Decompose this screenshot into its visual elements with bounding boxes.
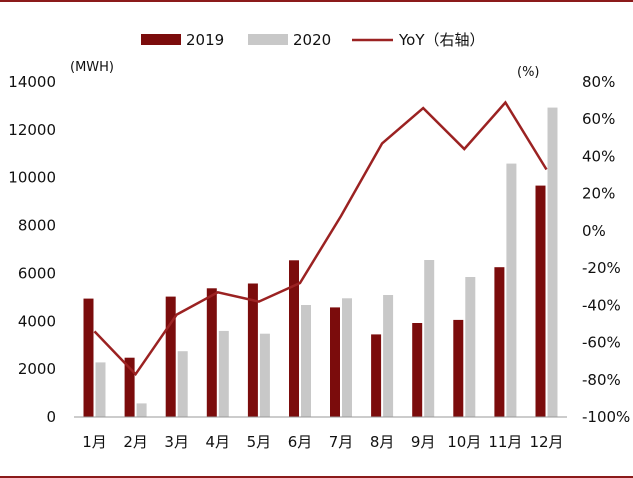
left-axis-unit: (MWH) xyxy=(70,60,114,75)
bar-2020-3月 xyxy=(177,351,188,417)
bar-2019-8月 xyxy=(371,334,382,417)
bar-2019-10月 xyxy=(453,319,464,417)
right-tick-label: -60% xyxy=(582,334,621,352)
left-tick-label: 0 xyxy=(46,408,56,426)
legend-swatch-2019 xyxy=(141,34,181,45)
legend-label-2020: 2020 xyxy=(293,31,331,49)
right-tick-label: -100% xyxy=(582,408,630,426)
left-tick-label: 14000 xyxy=(8,73,56,91)
bar-2020-8月 xyxy=(383,295,394,417)
bar-2019-7月 xyxy=(330,307,340,417)
bar-2020-11月 xyxy=(506,163,517,417)
legend-label-2019: 2019 xyxy=(186,31,224,49)
x-tick-label: 8月 xyxy=(370,433,395,451)
bar-2019-11月 xyxy=(494,267,505,417)
legend-label-yoy: YoY（右轴） xyxy=(398,31,485,49)
legend-swatch-2020 xyxy=(248,34,288,45)
bar-2019-2月 xyxy=(124,357,135,417)
x-tick-label: 12月 xyxy=(529,433,563,451)
x-tick-label: 10月 xyxy=(447,433,481,451)
right-tick-label: 80% xyxy=(582,73,615,91)
bar-2019-12月 xyxy=(535,185,546,417)
left-tick-label: 10000 xyxy=(8,169,56,187)
x-tick-label: 9月 xyxy=(411,433,436,451)
x-tick-label: 6月 xyxy=(288,433,313,451)
left-tick-label: 8000 xyxy=(18,217,56,235)
bar-2019-5月 xyxy=(247,283,258,417)
bar-2020-2月 xyxy=(136,403,147,417)
right-tick-label: 20% xyxy=(582,185,615,203)
x-tick-label: 5月 xyxy=(247,433,272,451)
bar-2020-6月 xyxy=(301,305,311,417)
yoy-series-line xyxy=(93,100,548,377)
bar-2020-4月 xyxy=(218,330,229,417)
bar-2019-9月 xyxy=(412,323,423,417)
bar-2020-12月 xyxy=(547,107,558,417)
bar-2019-4月 xyxy=(206,288,217,417)
bottom-border xyxy=(0,476,633,478)
bar-2019-1月 xyxy=(83,298,94,417)
bar-2020-9月 xyxy=(424,260,435,417)
x-tick-label: 4月 xyxy=(206,433,231,451)
bar-2020-5月 xyxy=(259,333,270,417)
right-tick-label: -20% xyxy=(582,259,621,277)
right-tick-label: -80% xyxy=(582,371,621,389)
right-tick-label: 40% xyxy=(582,147,615,165)
bar-2020-7月 xyxy=(342,298,352,417)
left-tick-label: 4000 xyxy=(18,312,56,330)
right-axis-ticks: -100% -80% -60% -40% -20% 0% 20% 40% 60% 80% xyxy=(582,73,630,426)
yoy-line xyxy=(93,100,548,377)
x-tick-label: 2月 xyxy=(123,433,148,451)
left-tick-label: 6000 xyxy=(18,264,56,282)
x-tick-label: 1月 xyxy=(82,433,107,451)
bar-2019-6月 xyxy=(289,260,299,417)
right-tick-label: 0% xyxy=(582,222,606,240)
x-tick-label: 3月 xyxy=(164,433,189,451)
bar-2019-3月 xyxy=(165,296,176,417)
bar-2020-10月 xyxy=(465,277,476,417)
x-tick-label: 7月 xyxy=(329,433,354,451)
left-axis-ticks: 0 2000 4000 6000 8000 10000 12000 14000 xyxy=(8,73,56,426)
right-tick-label: -40% xyxy=(582,296,621,314)
bars xyxy=(83,107,558,417)
bar-2020-1月 xyxy=(95,362,106,417)
legend: 2019 2020 YoY（右轴） xyxy=(141,31,485,49)
left-tick-label: 2000 xyxy=(18,360,56,378)
top-border xyxy=(0,0,633,2)
x-tick-label: 11月 xyxy=(488,433,522,451)
right-tick-label: 60% xyxy=(582,110,615,128)
x-axis-ticks: 1月 2月 3月 4月 5月 6月 7月 8月 9月 10月 11月 12月 xyxy=(82,433,563,451)
left-tick-label: 12000 xyxy=(8,121,56,139)
right-axis-unit: (%) xyxy=(517,65,540,80)
